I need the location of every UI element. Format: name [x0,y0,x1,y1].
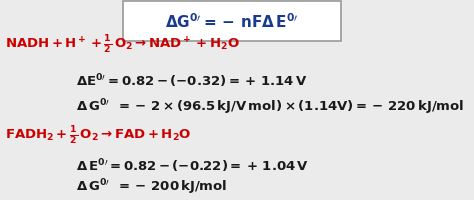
Text: $\mathbf{\Delta G^{0\prime} = -\,nF\Delta\,E^{0\prime}}$: $\mathbf{\Delta G^{0\prime} = -\,nF\Delt… [165,13,299,31]
Text: $\mathbf{\Delta\,E^{0\prime} = 0.82 - (-0.22) = +\,1.04\,V}$: $\mathbf{\Delta\,E^{0\prime} = 0.82 - (-… [76,156,309,174]
Text: $\mathbf{FADH_2 + \frac{1}{2}\,O_2 \rightarrow FAD + H_2O}$: $\mathbf{FADH_2 + \frac{1}{2}\,O_2 \righ… [5,124,191,146]
Text: $\mathbf{\Delta E^{0\prime} = 0.82 - (-0.32) = +\,1.14\,V}$: $\mathbf{\Delta E^{0\prime} = 0.82 - (-0… [76,72,307,90]
Text: $\mathbf{\Delta\,G^{0\prime} \;\;= -\,2 \times (96.5\,kJ/V\,mol) \times (1.14V) : $\mathbf{\Delta\,G^{0\prime} \;\;= -\,2 … [76,96,464,116]
Text: $\mathbf{NADH + H^+ + \frac{1}{2}\,O_2 \rightarrow NAD^+ + H_2O}$: $\mathbf{NADH + H^+ + \frac{1}{2}\,O_2 \… [5,34,239,56]
FancyBboxPatch shape [123,2,341,42]
Text: $\mathbf{\Delta\,G^{0\prime} \;\;= -\,200\,kJ/mol}$: $\mathbf{\Delta\,G^{0\prime} \;\;= -\,20… [76,176,227,196]
